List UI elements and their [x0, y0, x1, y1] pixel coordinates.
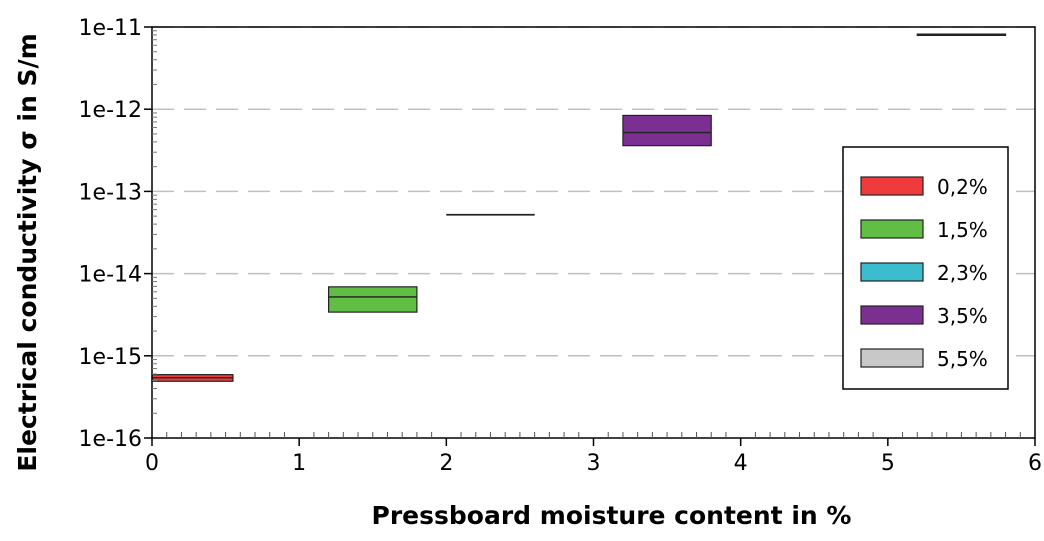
legend-label: 1,5% [937, 218, 988, 242]
data-box [328, 286, 418, 313]
y-tick-label: 1e-11 [79, 16, 142, 41]
x-tick-label: 6 [1028, 451, 1042, 476]
x-axis-title: Pressboard moisture content in % [372, 501, 852, 530]
legend: 0,2% 1,5% 2,3% 3,5% 5,5% [842, 146, 1009, 390]
legend-swatch [860, 219, 924, 239]
legend-label: 0,2% [937, 175, 988, 199]
x-tick-label: 3 [587, 451, 601, 476]
axis-ticks [144, 26, 1036, 446]
x-tick-label: 5 [881, 451, 895, 476]
x-tick-label: 4 [734, 451, 748, 476]
y-tick-label: 1e-13 [79, 180, 142, 205]
legend-label: 2,3% [937, 261, 988, 285]
y-tick-label: 1e-12 [79, 98, 142, 123]
y-tick-label: 1e-15 [79, 345, 142, 370]
legend-swatch [860, 176, 924, 196]
legend-label: 5,5% [937, 347, 988, 371]
data-box [622, 114, 712, 147]
legend-swatch [860, 305, 924, 325]
legend-label: 3,5% [937, 304, 988, 328]
x-tick-labels: 0 1 2 3 4 5 6 [145, 451, 1042, 476]
y-tick-labels: 1e-16 1e-15 1e-14 1e-13 1e-12 1e-11 [79, 16, 142, 452]
y-tick-label: 1e-14 [79, 263, 142, 288]
x-tick-label: 1 [292, 451, 306, 476]
legend-swatch [860, 262, 924, 282]
x-tick-label: 2 [439, 451, 453, 476]
y-axis-title: Electrical conductivity σ in S/m [13, 33, 42, 471]
data-boxes [151, 33, 1007, 382]
legend-swatch [860, 348, 924, 368]
y-tick-label: 1e-16 [79, 427, 142, 452]
x-tick-label: 0 [145, 451, 159, 476]
